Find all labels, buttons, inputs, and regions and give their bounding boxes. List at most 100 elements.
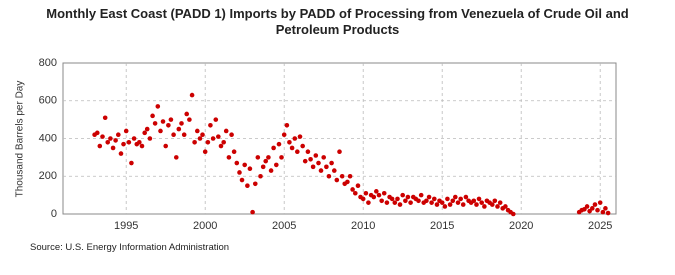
data-point <box>455 200 461 205</box>
data-point <box>447 202 453 207</box>
data-point <box>329 160 334 166</box>
data-point <box>179 121 184 126</box>
data-point <box>379 198 384 204</box>
data-point <box>337 149 342 155</box>
data-point <box>192 139 197 145</box>
data-point <box>118 151 124 156</box>
data-point <box>160 119 166 124</box>
y-axis-label: Thousand Barrels per Day <box>15 81 26 198</box>
data-point <box>263 158 269 164</box>
data-point <box>168 117 174 122</box>
data-point <box>460 202 466 207</box>
data-point <box>260 164 266 170</box>
data-point <box>287 139 292 145</box>
data-point <box>158 128 163 134</box>
y-tick-label: 600 <box>39 95 57 107</box>
data-point <box>163 143 168 149</box>
data-point <box>353 190 358 196</box>
data-point <box>197 136 203 141</box>
data-point <box>144 126 150 132</box>
data-point <box>597 200 603 205</box>
data-point <box>395 196 400 202</box>
x-tick-label: 2000 <box>193 220 217 232</box>
data-point <box>226 155 232 160</box>
data-point <box>453 194 458 200</box>
data-point <box>489 202 495 207</box>
data-point <box>418 192 424 198</box>
data-point <box>223 128 229 134</box>
data-point <box>434 202 440 207</box>
data-point <box>316 160 321 166</box>
x-tick-label: 2025 <box>588 220 612 232</box>
data-point <box>231 149 237 155</box>
y-tick-label: 200 <box>39 170 57 182</box>
data-point <box>442 204 448 209</box>
data-point <box>302 158 308 164</box>
data-point <box>155 104 161 109</box>
data-point <box>590 206 595 211</box>
data-point <box>429 200 434 205</box>
chart-title: Monthly East Coast (PADD 1) Imports by P… <box>46 6 629 37</box>
data-point <box>213 117 219 122</box>
data-point <box>266 155 271 160</box>
data-point <box>360 196 366 202</box>
data-point <box>268 168 274 173</box>
data-point <box>495 204 500 209</box>
data-point <box>463 194 469 200</box>
data-point <box>339 173 345 179</box>
data-point <box>221 139 226 145</box>
data-point <box>384 200 390 205</box>
data-point <box>276 141 282 147</box>
x-tick-label: 2010 <box>351 220 375 232</box>
data-point <box>131 136 137 141</box>
data-point <box>242 162 247 168</box>
data-point <box>497 200 503 205</box>
data-point <box>234 160 240 166</box>
data-point <box>245 183 250 188</box>
data-point <box>216 134 221 139</box>
data-point <box>129 160 134 166</box>
data-point <box>397 202 403 207</box>
data-point <box>258 173 263 179</box>
data-point <box>295 149 300 155</box>
data-point <box>255 155 261 160</box>
data-point <box>108 136 113 141</box>
x-tick-label: 1995 <box>114 220 138 232</box>
x-tick-label: 2015 <box>430 220 454 232</box>
data-point <box>408 200 413 205</box>
data-point <box>274 162 279 168</box>
data-point <box>202 149 208 155</box>
data-point <box>247 166 253 171</box>
data-point <box>187 117 192 122</box>
data-point <box>445 196 450 202</box>
data-point <box>200 132 205 138</box>
data-point <box>279 155 284 160</box>
data-point <box>150 113 155 119</box>
data-point <box>511 211 516 217</box>
data-point <box>152 121 158 126</box>
data-point <box>113 138 118 143</box>
data-point <box>474 202 479 207</box>
data-point <box>218 143 224 149</box>
data-point <box>318 168 324 173</box>
data-point <box>126 139 132 145</box>
data-point <box>389 196 395 202</box>
data-point <box>376 192 382 198</box>
data-point <box>476 196 482 202</box>
data-point <box>300 143 305 149</box>
data-point <box>350 187 355 192</box>
data-point <box>321 155 327 160</box>
data-point <box>284 122 290 128</box>
data-point <box>592 202 598 207</box>
data-point <box>139 143 145 149</box>
data-point <box>371 194 377 200</box>
data-point <box>210 136 216 141</box>
data-point <box>492 198 498 204</box>
data-point <box>116 132 121 138</box>
data-point <box>121 141 126 147</box>
data-point <box>271 145 276 151</box>
y-tick-label: 0 <box>51 208 57 220</box>
data-point <box>189 92 195 98</box>
data-point <box>166 122 171 128</box>
